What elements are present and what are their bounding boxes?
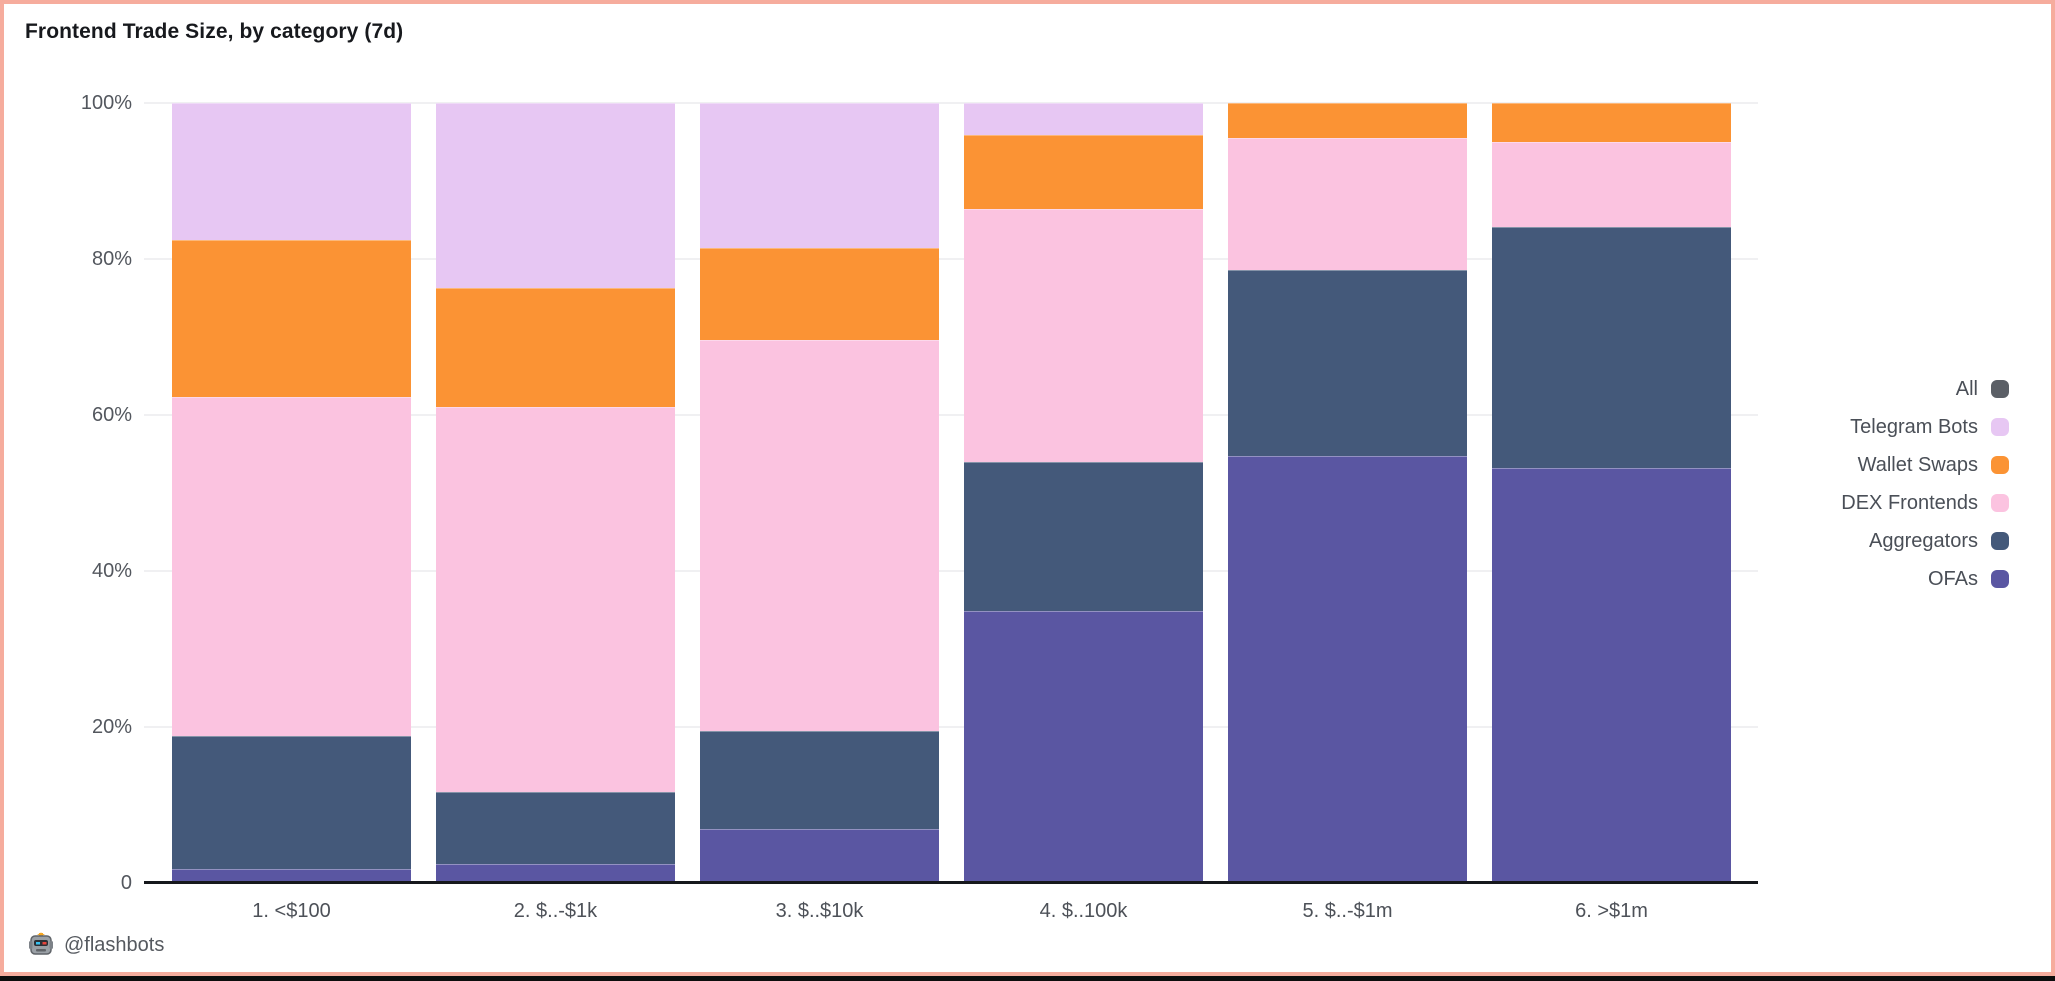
legend-label: OFAs [1927, 567, 1978, 590]
bar-6 [1492, 103, 1731, 883]
bar-1 [172, 103, 411, 883]
bar-segment-aggregators[interactable] [1492, 227, 1731, 469]
y-axis-tick-label: 0 [120, 872, 132, 894]
legend-label: Aggregators [1869, 529, 1978, 552]
legend-swatch [1991, 456, 2009, 474]
y-axis-tick-label: 80% [91, 248, 132, 270]
bar-segment-dex-frontends[interactable] [436, 407, 675, 792]
legend-item-dex-frontends[interactable]: DEX Frontends [1841, 484, 2009, 522]
legend-item-wallet-swaps[interactable]: Wallet Swaps [1841, 446, 2009, 484]
x-axis-category-label: 3. $..$10k [775, 900, 864, 922]
legend-swatch [1991, 494, 2009, 512]
bar-segment-aggregators[interactable] [1228, 269, 1467, 457]
footer-handle: @flashbots [64, 933, 165, 956]
legend-item-ofas[interactable]: OFAs [1841, 560, 2009, 598]
bottom-black-strip [0, 976, 2055, 981]
x-axis-category-label: 4. $..100k [1039, 900, 1128, 922]
y-axis-tick-label: 60% [91, 404, 132, 426]
legend: All Telegram Bots Wallet Swaps DEX Frontend… [1841, 370, 2009, 598]
legend-item-all[interactable]: All [1841, 370, 2009, 408]
bar-segment-ofas[interactable] [700, 829, 939, 883]
bar-segment-dex-frontends[interactable] [964, 209, 1203, 462]
bar-segment-wallet-swaps[interactable] [436, 287, 675, 408]
legend-swatch [1991, 532, 2009, 550]
bar-3 [700, 103, 939, 883]
gridline-100 [144, 102, 1758, 104]
bar-segment-ofas[interactable] [436, 864, 675, 883]
flashbots-robot-icon [29, 932, 53, 955]
legend-swatch [1991, 570, 2009, 588]
legend-label: All [1955, 377, 1978, 400]
gridline-20 [144, 726, 1758, 728]
footer: @flashbots [28, 932, 164, 958]
bar-segment-telegram-bots[interactable] [172, 103, 411, 241]
x-axis-category-label: 6. >$1m [1575, 900, 1648, 922]
bar-segment-wallet-swaps[interactable] [700, 248, 939, 341]
bar-segment-wallet-swaps[interactable] [964, 135, 1203, 210]
legend-swatch [1991, 380, 2009, 398]
legend-label: Telegram Bots [1850, 415, 1978, 438]
plot-area: 0 20% 40% 60% 80% 100% 1. <$100 2. $..-$1k 3. $… [81, 92, 1758, 922]
y-axis: 0 20% 40% 60% 80% 100% [52, 92, 132, 894]
bar-segment-telegram-bots[interactable] [700, 103, 939, 249]
bar-segment-aggregators[interactable] [436, 791, 675, 865]
legend-label: Wallet Swaps [1857, 453, 1978, 476]
gridline-40 [144, 570, 1758, 572]
y-axis-tick-label: 20% [91, 716, 132, 738]
y-axis-tick-label: 40% [91, 560, 132, 582]
chart-title: Frontend Trade Size, by category (7d) [25, 20, 404, 43]
bar-segment-aggregators[interactable] [700, 730, 939, 830]
x-axis-category-label: 5. $..-$1m [1302, 900, 1393, 922]
bar-segment-ofas[interactable] [1228, 456, 1467, 883]
bar-segment-dex-frontends[interactable] [172, 397, 411, 737]
legend-label: DEX Frontends [1841, 491, 1978, 514]
bar-segment-telegram-bots[interactable] [964, 103, 1203, 135]
x-axis-line [144, 881, 1758, 884]
bar-segment-wallet-swaps[interactable] [172, 240, 411, 398]
legend-swatch [1991, 418, 2009, 436]
gridline-80 [144, 258, 1758, 260]
bar-segment-wallet-swaps[interactable] [1492, 103, 1731, 143]
legend-item-telegram-bots[interactable]: Telegram Bots [1841, 408, 2009, 446]
bar-segment-ofas[interactable] [964, 610, 1203, 883]
bar-segment-wallet-swaps[interactable] [1228, 103, 1467, 139]
bar-segment-dex-frontends[interactable] [1228, 138, 1467, 270]
bar-segment-dex-frontends[interactable] [1492, 142, 1731, 228]
bar-segment-aggregators[interactable] [172, 736, 411, 869]
bar-segment-aggregators[interactable] [964, 461, 1203, 611]
bar-4 [964, 103, 1203, 883]
bar-segment-dex-frontends[interactable] [700, 340, 939, 731]
x-axis-category-label: 2. $..-$1k [513, 900, 598, 922]
bar-segment-telegram-bots[interactable] [436, 103, 675, 288]
bar-5 [1228, 103, 1467, 883]
bar-segment-ofas[interactable] [1492, 468, 1731, 883]
legend-item-aggregators[interactable]: Aggregators [1841, 522, 2009, 560]
bar-2 [436, 103, 675, 883]
y-axis-tick-label: 100% [80, 92, 132, 114]
bar-segment-ofas[interactable] [172, 868, 411, 883]
gridline-60 [144, 414, 1758, 416]
x-axis-category-label: 1. <$100 [252, 900, 331, 922]
